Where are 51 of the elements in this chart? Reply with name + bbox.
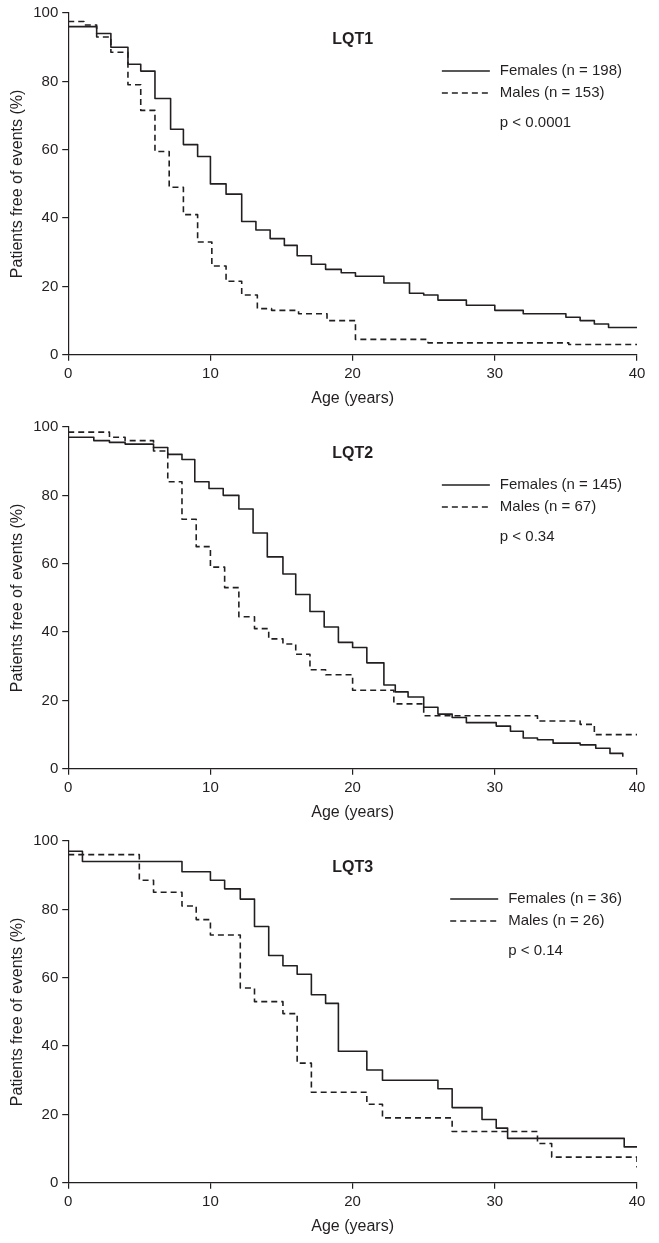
x-tick-label: 40	[628, 1191, 646, 1209]
legend-label: Males (n = 26)	[508, 911, 605, 929]
x-tick-label: 20	[344, 1191, 361, 1209]
annotation: p < 0.14	[508, 941, 563, 959]
y-tick-label: 20	[41, 1104, 59, 1122]
y-tick-label: 60	[41, 553, 59, 571]
text: LQT2	[332, 444, 374, 462]
y-axis-title: Patients free of events (%)	[8, 503, 26, 693]
x-tick-label: 0	[64, 777, 73, 795]
x-tick-label: 10	[202, 777, 219, 795]
x-tick-label: 0	[64, 363, 73, 381]
y-tick-label: 80	[41, 71, 59, 89]
x-tick-label: 0	[64, 1191, 73, 1209]
annotation: p < 0.0001	[499, 113, 572, 131]
y-tick-label: 100	[33, 831, 59, 849]
text: LQT1	[332, 30, 374, 48]
annotation: p < 0.34	[499, 527, 555, 545]
y-tick-label: 20	[41, 276, 59, 294]
y-tick-label: 40	[41, 208, 59, 226]
x-tick-label: 10	[202, 1191, 219, 1209]
y-axis-title: Patients free of events (%)	[8, 917, 26, 1107]
x-axis-title: Age (years)	[311, 388, 394, 406]
y-tick-label: 100	[33, 3, 59, 21]
x-axis-title: Age (years)	[311, 802, 394, 820]
legend-label: Females (n = 198)	[499, 61, 622, 79]
y-tick-label: 100	[33, 417, 59, 435]
y-tick-label: 20	[41, 690, 59, 708]
x-tick-label: 30	[486, 1191, 504, 1209]
y-tick-label: 0	[49, 344, 59, 362]
x-tick-label: 10	[202, 363, 219, 381]
x-tick-label: 20	[344, 363, 361, 381]
x-tick-label: 30	[486, 777, 504, 795]
y-tick-label: 40	[41, 622, 59, 640]
legend-label: Males (n = 153)	[499, 83, 605, 101]
y-tick-label: 0	[49, 1172, 59, 1190]
x-tick-label: 20	[344, 777, 361, 795]
y-tick-label: 0	[49, 758, 59, 776]
y-tick-label: 40	[41, 1036, 59, 1054]
y-axis-title: Patients free of events (%)	[8, 89, 26, 279]
text: LQT3	[332, 858, 374, 876]
y-tick-label: 60	[41, 139, 59, 157]
y-tick-label: 60	[41, 967, 59, 985]
x-tick-label: 40	[628, 363, 646, 381]
legend-label: Males (n = 67)	[499, 497, 597, 515]
y-tick-label: 80	[41, 485, 59, 503]
x-tick-label: 40	[628, 777, 646, 795]
legend-label: Females (n = 145)	[499, 475, 622, 493]
y-tick-label: 80	[41, 899, 59, 917]
x-axis-title: Age (years)	[311, 1216, 394, 1234]
legend-label: Females (n = 36)	[508, 889, 622, 907]
x-tick-label: 30	[486, 363, 504, 381]
